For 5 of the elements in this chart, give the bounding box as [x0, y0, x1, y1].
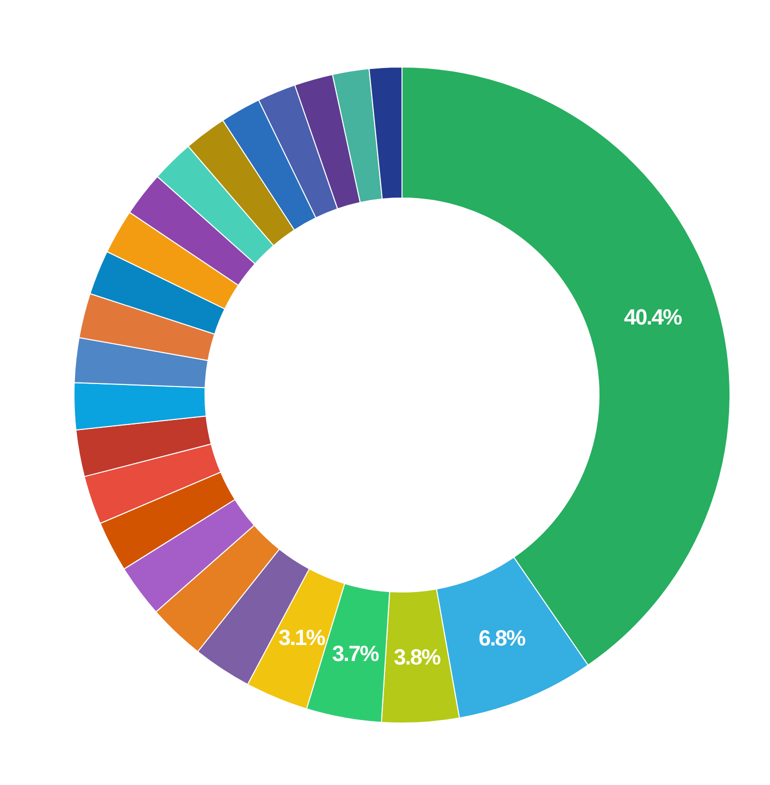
- data-label: 3.1%: [278, 625, 326, 650]
- data-label: 6.8%: [478, 625, 526, 650]
- data-label: 40.4%: [624, 304, 682, 330]
- data-label: 3.7%: [332, 640, 379, 666]
- data-label: 3.8%: [394, 644, 440, 670]
